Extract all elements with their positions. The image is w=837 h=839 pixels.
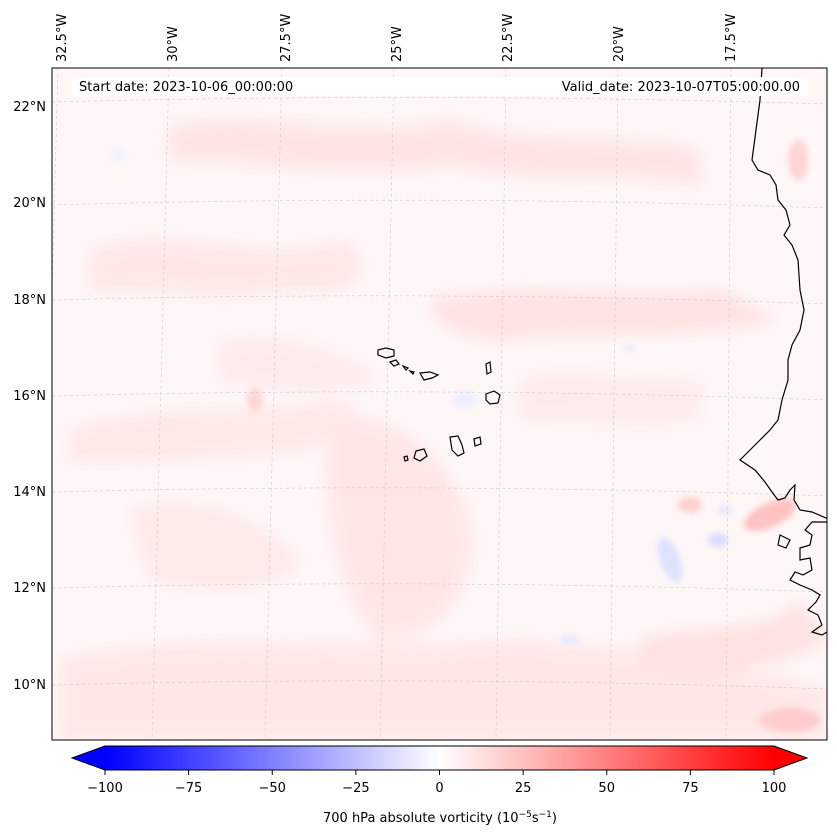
colorbar-tick-label: 0 — [435, 781, 443, 796]
colorbar-title: 700 hPa absolute vorticity (10−5s−1) — [323, 810, 557, 826]
colorbar-title-main: 700 hPa absolute vorticity (10 — [323, 811, 519, 826]
colorbar-title-end: ) — [552, 811, 557, 826]
negative-vorticity-patches — [110, 149, 732, 645]
lon-label: 32.5°W — [55, 14, 70, 62]
lat-label: 12°N — [13, 581, 46, 596]
start-date-label: Start date: 2023-10-06_00:00:00 — [79, 80, 293, 95]
colorbar-tick-label: −100 — [87, 781, 123, 796]
latitude-labels: 22°N 20°N 18°N 16°N 14°N 12°N 10°N — [13, 100, 46, 693]
colorbar-tick-label: −25 — [342, 781, 369, 796]
lon-label: 30°W — [166, 26, 181, 62]
colorbar-tick-label: 100 — [762, 781, 787, 796]
cape-verde-islands — [377, 347, 501, 462]
colorbar-max-extend — [774, 746, 807, 770]
lat-label: 16°N — [13, 389, 46, 404]
colorbar-tick-label: 50 — [598, 781, 615, 796]
lat-label: 18°N — [13, 293, 46, 308]
colorbar-tick-label: −50 — [258, 781, 285, 796]
colorbar-tick-label: −75 — [175, 781, 202, 796]
colorbar-tick-label: 25 — [515, 781, 532, 796]
positive-vorticity-patches — [60, 120, 827, 740]
colorbar-ticks — [104, 770, 775, 775]
colorbar: −100 −75 −50 −25 0 25 50 75 100 700 hPa … — [70, 745, 809, 826]
lon-label: 25°W — [390, 26, 405, 62]
colorbar-gradient — [105, 746, 774, 770]
plot-frame — [51, 67, 828, 741]
lon-label: 22.5°W — [501, 14, 516, 62]
lat-label: 10°N — [13, 678, 46, 693]
lat-label: 20°N — [13, 196, 46, 211]
longitude-labels: 32.5°W 30°W 27.5°W 25°W 22.5°W 20°W 17.5… — [55, 14, 739, 62]
gridlines — [52, 68, 827, 740]
colorbar-tick-label: 75 — [682, 781, 699, 796]
colorbar-title-exp2: −1 — [539, 810, 552, 820]
header-banner — [72, 77, 808, 96]
valid-date-label: Valid_date: 2023-10-07T05:00:00.00 — [562, 80, 800, 95]
colorbar-title-mid: s — [532, 811, 539, 826]
vorticity-field — [52, 68, 827, 740]
lon-label: 20°W — [612, 26, 627, 62]
lon-label: 27.5°W — [279, 14, 294, 62]
strong-vorticity-patches — [247, 140, 820, 732]
lon-label: 17.5°W — [724, 14, 739, 62]
lat-label: 22°N — [13, 100, 46, 115]
colorbar-title-exp1: −5 — [519, 810, 532, 820]
coastline — [739, 68, 827, 636]
colorbar-min-extend — [72, 746, 105, 770]
lat-label: 14°N — [13, 485, 46, 500]
